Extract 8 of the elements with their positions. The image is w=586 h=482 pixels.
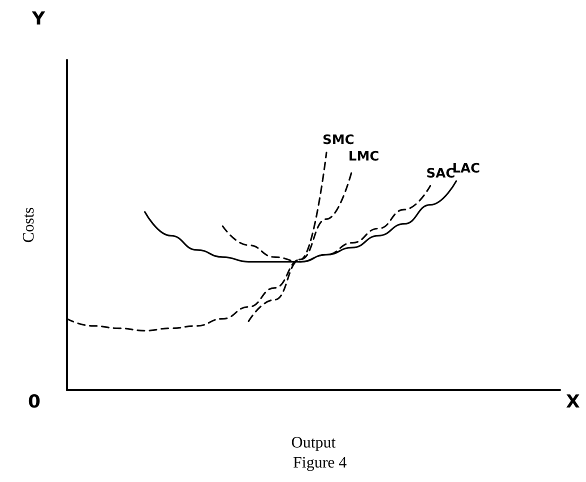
x-axis-title: Output (291, 434, 336, 452)
series-label: SMC (322, 133, 354, 148)
series-label: LMC (348, 150, 380, 165)
y-axis-title: Costs (20, 207, 38, 243)
text: Y (31, 8, 46, 30)
text: X (566, 392, 580, 412)
text: 0 (28, 392, 41, 412)
caption: Figure 4 (292, 454, 347, 472)
